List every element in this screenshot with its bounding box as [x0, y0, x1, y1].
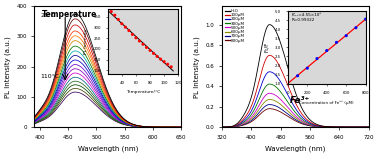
X-axis label: Wavelength (nm): Wavelength (nm): [265, 145, 325, 152]
Text: Temperature: Temperature: [42, 10, 97, 19]
Y-axis label: PL Intensity (a.u.): PL Intensity (a.u.): [4, 36, 11, 98]
Text: 25°C: 25°C: [40, 13, 56, 18]
Text: Fe³⁺: Fe³⁺: [289, 96, 310, 105]
X-axis label: Wavelength (nm): Wavelength (nm): [77, 145, 138, 152]
Text: 110°C: 110°C: [40, 74, 59, 79]
Legend: H₂O, 100μM, 200μM, 300μM, 500μM, 600μM, 700μM, 800μM: H₂O, 100μM, 200μM, 300μM, 500μM, 600μM, …: [224, 8, 246, 43]
Y-axis label: PL Intensity (a.u.): PL Intensity (a.u.): [194, 36, 200, 98]
